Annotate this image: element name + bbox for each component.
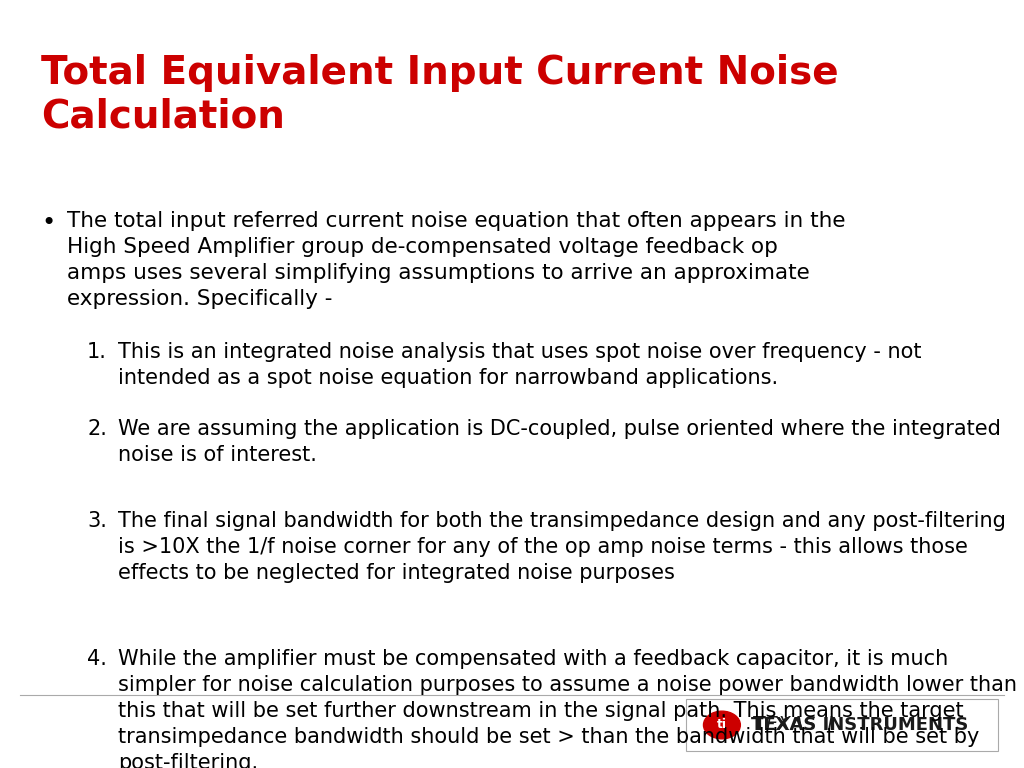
Circle shape — [703, 711, 740, 739]
Text: 4.: 4. — [87, 649, 106, 669]
Text: This is an integrated noise analysis that uses spot noise over frequency - not
i: This is an integrated noise analysis tha… — [118, 342, 922, 388]
Text: •: • — [41, 211, 55, 235]
Text: TEXAS INSTRUMENTS: TEXAS INSTRUMENTS — [751, 716, 968, 734]
Text: T: T — [753, 716, 766, 734]
Text: The final signal bandwidth for both the transimpedance design and any post-filte: The final signal bandwidth for both the … — [118, 511, 1006, 583]
Text: 2.: 2. — [87, 419, 106, 439]
Text: While the amplifier must be compensated with a feedback capacitor, it is much
si: While the amplifier must be compensated … — [118, 649, 1017, 768]
Text: ti: ti — [717, 719, 727, 731]
Text: 1.: 1. — [87, 342, 106, 362]
FancyBboxPatch shape — [686, 699, 998, 751]
Text: Total Equivalent Input Current Noise
Calculation: Total Equivalent Input Current Noise Cal… — [41, 54, 839, 136]
Text: 3.: 3. — [87, 511, 106, 531]
Text: EXAS  I: EXAS I — [766, 716, 833, 734]
Text: The total input referred current noise equation that often appears in the
High S: The total input referred current noise e… — [67, 211, 845, 310]
Text: We are assuming the application is DC-coupled, pulse oriented where the integrat: We are assuming the application is DC-co… — [118, 419, 1000, 465]
